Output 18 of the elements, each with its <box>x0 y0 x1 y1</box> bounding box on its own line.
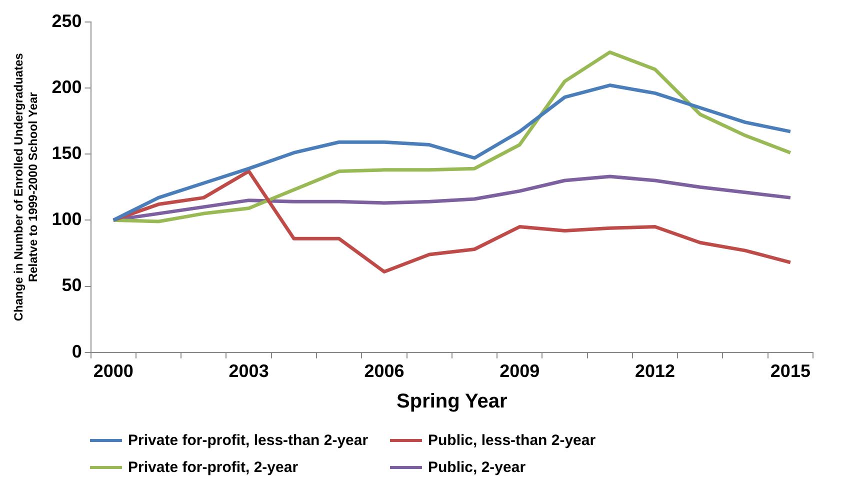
x-axis-title: Spring Year <box>396 390 508 413</box>
y-tick-label: 250 <box>52 10 82 31</box>
legend-label: Public, 2-year <box>428 459 526 476</box>
x-tick-label: 2006 <box>364 361 404 382</box>
x-tick-label: 2000 <box>93 361 134 382</box>
x-tick-label: 2012 <box>635 361 676 382</box>
y-axis-title: Change in Number of Enrolled Undergraduates Relatve to 1999-2000 School Year <box>12 52 40 322</box>
x-tick-label: 2009 <box>500 361 540 382</box>
legend-label: Public, less-than 2-year <box>428 432 596 449</box>
legend-label: Private for-profit, less-than 2-year <box>128 432 368 449</box>
y-tick-label: 50 <box>62 275 82 296</box>
x-tick-label: 2015 <box>770 361 810 382</box>
y-tick-label: 200 <box>52 76 82 97</box>
y-tick-label: 150 <box>52 143 82 164</box>
y-tick-label: 100 <box>52 209 82 230</box>
x-tick-label: 2003 <box>228 361 269 382</box>
legend-label: Private for-profit, 2-year <box>128 459 298 476</box>
y-tick-label: 0 <box>72 341 82 362</box>
